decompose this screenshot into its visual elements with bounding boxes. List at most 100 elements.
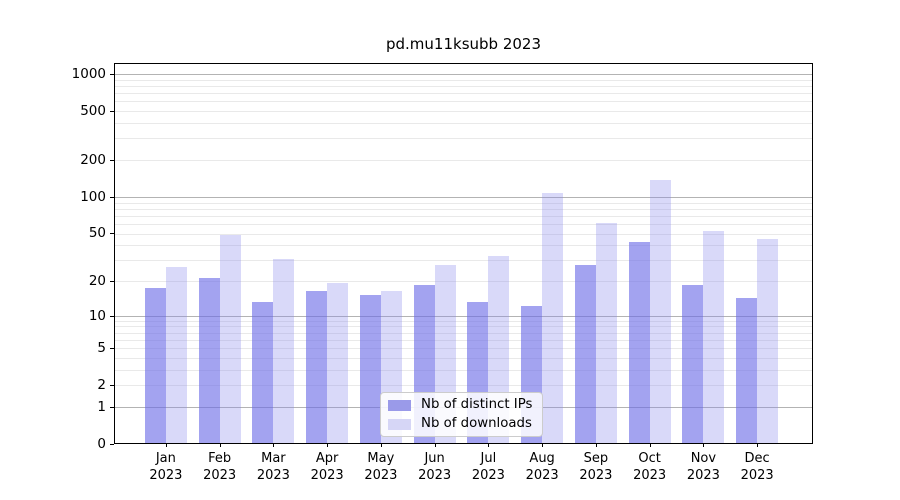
x-tick-label: Nov 2023	[667, 450, 741, 484]
bar-distinct-ips	[198, 277, 220, 443]
x-tick-mark	[327, 443, 329, 447]
month-group: Nov 2023	[677, 64, 731, 483]
x-tick-label-year: 2023	[256, 468, 290, 483]
x-tick-label-month: Jan	[155, 451, 176, 466]
x-tick-label-year: 2023	[471, 468, 505, 483]
gridline	[115, 123, 812, 125]
x-tick-label-year: 2023	[686, 468, 720, 483]
gridline	[115, 339, 812, 341]
gridline	[115, 93, 812, 95]
x-tick-label-month: Dec	[744, 451, 770, 466]
x-tick-label-month: May	[367, 451, 395, 466]
x-tick-label-year: 2023	[418, 468, 452, 483]
x-tick-label: Jul 2023	[452, 450, 526, 484]
bar-distinct-ips	[736, 298, 758, 443]
bar-distinct-ips	[628, 241, 650, 443]
x-tick-mark	[219, 443, 221, 447]
y-tick-label: 2	[97, 377, 106, 394]
x-tick-label: Oct 2023	[613, 450, 687, 484]
x-tick-label-month: Sep	[583, 451, 609, 466]
y-tick-label: 20	[88, 272, 106, 289]
x-tick-mark	[757, 443, 759, 447]
gridline	[115, 233, 812, 235]
y-tick-mark	[110, 444, 114, 445]
plot-area: Jan 2023 Feb 2023 Mar 2023 Apr 2023 May 2023 Jun 20…	[114, 63, 813, 483]
bar-downloads	[542, 193, 564, 443]
x-tick-label-year: 2023	[579, 468, 613, 483]
y-tick-label: 500	[80, 103, 106, 120]
y-tick-mark	[110, 160, 114, 162]
x-tick-label-month: Aug	[529, 451, 555, 466]
y-tick-mark	[110, 111, 114, 113]
gridline	[115, 138, 812, 140]
month-group: May 2023	[354, 64, 408, 483]
bar-distinct-ips	[359, 294, 381, 443]
gridline	[115, 79, 812, 81]
bar-downloads	[757, 239, 779, 443]
bar-distinct-ips	[144, 288, 166, 443]
gridline	[115, 223, 812, 225]
x-tick-mark	[542, 443, 544, 447]
gridline	[115, 348, 812, 350]
legend-label: Nb of distinct IPs	[421, 397, 533, 412]
x-tick-mark	[434, 443, 436, 447]
y-tick-mark	[110, 315, 114, 317]
bar-distinct-ips	[682, 285, 704, 443]
x-tick-mark	[595, 443, 597, 447]
x-tick-label: Aug 2023	[505, 450, 579, 484]
y-tick-label: 200	[80, 152, 106, 169]
y-tick-mark	[110, 233, 114, 235]
x-tick-label-month: Mar	[261, 451, 286, 466]
gridline	[115, 160, 812, 161]
x-tick-mark	[649, 443, 651, 447]
month-group: Oct 2023	[623, 64, 677, 483]
y-tick-mark	[110, 406, 114, 408]
x-tick-label-year: 2023	[740, 468, 774, 483]
gridline	[115, 326, 812, 328]
y-tick-label: 50	[88, 225, 106, 242]
gridline	[115, 202, 812, 204]
x-tick-label-month: Apr	[315, 451, 339, 466]
gridline	[115, 315, 812, 317]
x-tick-label: Jan 2023	[129, 450, 203, 484]
x-tick-label: Dec 2023	[720, 450, 794, 484]
legend-swatch-distinct-ips-icon	[388, 399, 411, 411]
x-tick-label-year: 2023	[633, 468, 667, 483]
month-group: Feb 2023	[193, 64, 247, 483]
gridline	[115, 281, 812, 282]
x-tick-label-month: Oct	[638, 451, 661, 466]
bar-downloads	[165, 266, 187, 443]
month-group: Aug 2023	[515, 64, 569, 483]
gridline	[115, 101, 812, 103]
bar-downloads	[649, 180, 671, 443]
x-tick-label: Mar 2023	[237, 450, 311, 484]
x-tick-label-year: 2023	[364, 468, 398, 483]
gridline	[115, 111, 812, 113]
x-tick-label-year: 2023	[149, 468, 183, 483]
x-tick-label: Sep 2023	[559, 450, 633, 484]
bar-downloads	[219, 234, 241, 443]
month-group: Apr 2023	[300, 64, 354, 483]
y-tick-label: 100	[80, 188, 106, 205]
bar-distinct-ips	[574, 264, 596, 443]
gridline	[115, 332, 812, 334]
gridline	[115, 215, 812, 217]
legend-item: Nb of distinct IPs	[388, 398, 542, 412]
month-group: Sep 2023	[569, 64, 623, 483]
y-tick-mark	[110, 348, 114, 350]
bar-downloads	[595, 222, 617, 443]
chart-title: pd.mu11ksubb 2023	[385, 35, 541, 53]
gridline	[115, 208, 812, 210]
y-tick-label: 0	[97, 436, 106, 452]
y-tick-label: 10	[88, 307, 106, 324]
month-group: Dec 2023	[730, 64, 784, 483]
gridline	[115, 260, 812, 262]
bar-downloads	[273, 259, 295, 443]
bars-container: Jan 2023 Feb 2023 Mar 2023 Apr 2023 May 2023 Jun 20…	[115, 64, 812, 483]
x-tick-label-year: 2023	[525, 468, 559, 483]
bar-downloads	[327, 282, 349, 443]
x-tick-label: May 2023	[344, 450, 418, 484]
legend-swatch-downloads-icon	[388, 418, 411, 430]
x-tick-label: Jun 2023	[398, 450, 472, 484]
